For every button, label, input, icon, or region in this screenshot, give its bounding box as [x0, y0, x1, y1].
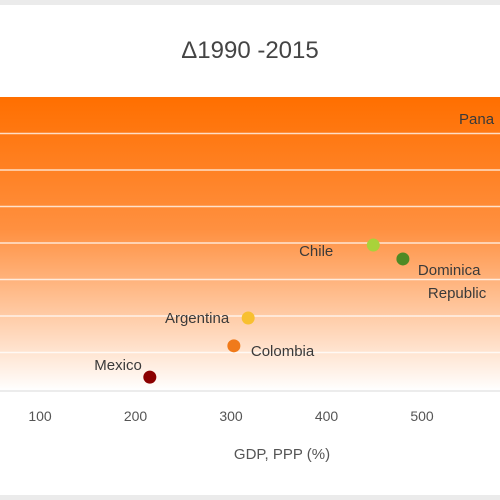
x-tick-label: 100 [28, 408, 52, 424]
x-tick-labels: 100 200 300 400 500 [28, 408, 434, 424]
data-points: Mexico Colombia Argentina Chile Dominica Repu… [94, 111, 495, 384]
x-tick-label: 400 [315, 408, 339, 424]
data-point-mexico [143, 370, 157, 384]
x-tick-label: 500 [410, 408, 434, 424]
data-point-colombia [227, 339, 241, 353]
point-label-colombia: Colombia [251, 343, 315, 360]
x-tick-label: 300 [219, 408, 243, 424]
point-label-mexico: Mexico [94, 357, 142, 374]
data-point-dominica [396, 252, 410, 266]
point-label-dominica: Dominica Republic [418, 262, 487, 302]
plot-area [0, 97, 500, 391]
data-point-argentina [241, 311, 255, 325]
point-label-argentina: Argentina [165, 310, 230, 327]
x-tick-label: 200 [124, 408, 148, 424]
data-point-chile [366, 238, 380, 252]
chart-title: Δ1990 -2015 [181, 37, 318, 64]
point-label-chile: Chile [299, 243, 333, 260]
point-label-pana: Pana [459, 111, 495, 128]
x-axis-label: GDP, PPP (%) [234, 446, 330, 463]
